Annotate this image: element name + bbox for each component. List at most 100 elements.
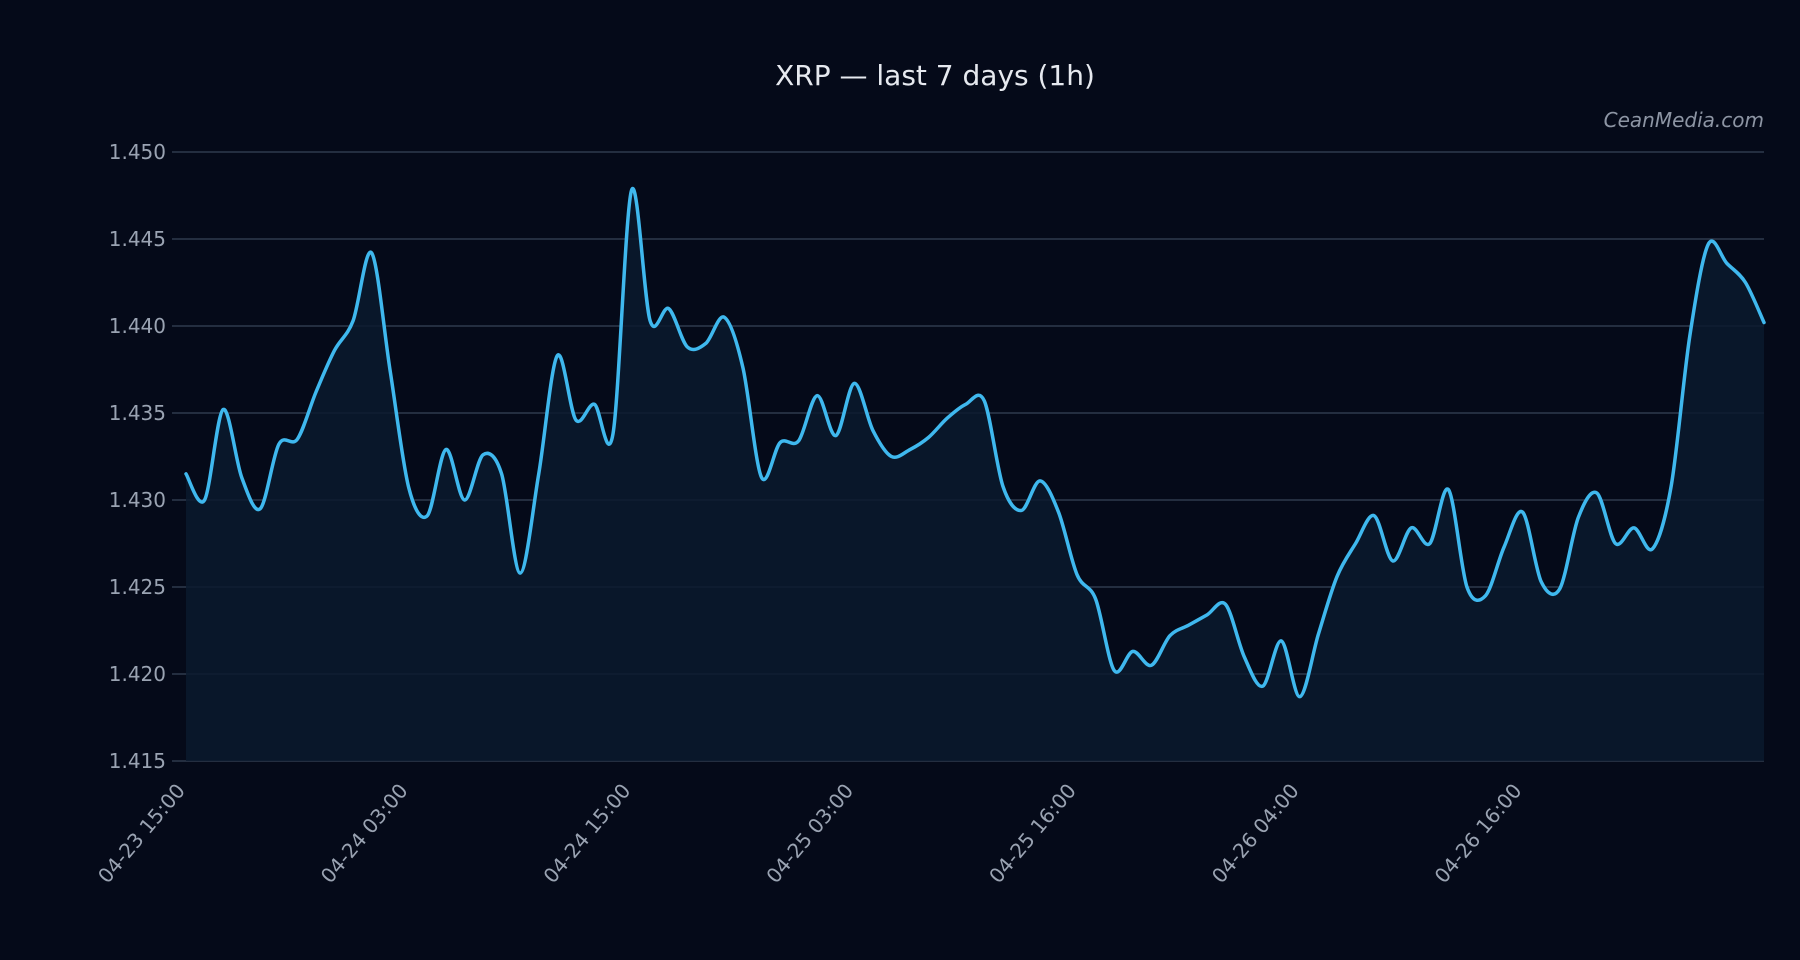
- data-point: [1558, 587, 1562, 591]
- data-point: [927, 435, 931, 439]
- data-point: [314, 390, 318, 394]
- data-point: [1168, 634, 1172, 638]
- y-tick-label: 1.450: [109, 140, 166, 164]
- data-point: [240, 475, 244, 479]
- data-point: [797, 439, 801, 443]
- data-point: [425, 514, 429, 518]
- data-point: [1706, 242, 1710, 246]
- data-point: [630, 188, 634, 192]
- data-point: [1576, 515, 1580, 519]
- data-point: [1057, 510, 1061, 514]
- data-point: [760, 475, 764, 479]
- data-point: [611, 432, 615, 436]
- data-point: [258, 507, 262, 511]
- y-tick-label: 1.445: [109, 227, 166, 251]
- data-point: [1112, 669, 1116, 673]
- price-area-fill: [186, 188, 1764, 761]
- data-point: [704, 341, 708, 345]
- data-point: [203, 498, 207, 502]
- data-point: [407, 486, 411, 490]
- data-point: [1316, 632, 1320, 636]
- y-tick-label: 1.440: [109, 314, 166, 338]
- y-tick-label: 1.420: [109, 662, 166, 686]
- data-point: [889, 455, 893, 459]
- data-point: [574, 418, 578, 422]
- data-point: [1372, 514, 1376, 518]
- data-point: [1651, 547, 1655, 551]
- data-point: [834, 434, 838, 438]
- data-point: [1094, 597, 1098, 601]
- data-point: [1354, 542, 1358, 546]
- data-point: [1539, 580, 1543, 584]
- data-point: [481, 453, 485, 457]
- data-point: [1743, 281, 1747, 285]
- data-point: [184, 472, 188, 476]
- data-point: [1038, 479, 1042, 483]
- data-point: [295, 437, 299, 441]
- data-point: [667, 307, 671, 311]
- data-point: [1725, 261, 1729, 265]
- data-point: [333, 348, 337, 352]
- data-point: [351, 319, 355, 323]
- data-point: [1595, 491, 1599, 495]
- data-point: [815, 394, 819, 398]
- data-point: [1428, 542, 1432, 546]
- data-point: [1502, 545, 1506, 549]
- data-point: [221, 408, 225, 412]
- y-tick-label: 1.435: [109, 401, 166, 425]
- data-point: [1632, 526, 1636, 530]
- chart-title: XRP — last 7 days (1h): [775, 59, 1095, 92]
- data-point: [1446, 488, 1450, 492]
- data-point: [537, 472, 541, 476]
- data-point: [1001, 484, 1005, 488]
- data-point: [778, 441, 782, 445]
- data-point: [1242, 655, 1246, 659]
- data-point: [277, 442, 281, 446]
- data-point: [1613, 542, 1617, 546]
- watermark-text: CeanMedia.com: [1604, 108, 1764, 132]
- data-point: [1688, 334, 1692, 338]
- y-tick-label: 1.425: [109, 575, 166, 599]
- y-tick-label: 1.430: [109, 488, 166, 512]
- data-point: [1669, 484, 1673, 488]
- data-point: [964, 402, 968, 406]
- y-axis-ticks: 1.415 1.420 1.425 1.430 1.435 1.440 1.445 1.450: [109, 140, 166, 773]
- data-point: [741, 366, 745, 370]
- data-point: [462, 498, 466, 502]
- data-point: [1521, 510, 1525, 514]
- data-point: [555, 354, 559, 358]
- data-point: [648, 319, 652, 323]
- data-point: [500, 472, 504, 476]
- data-point: [1335, 575, 1339, 579]
- data-point: [518, 571, 522, 575]
- data-point: [592, 402, 596, 406]
- data-point: [444, 448, 448, 452]
- data-point: [1261, 684, 1265, 688]
- data-point: [1298, 695, 1302, 699]
- data-point: [852, 381, 856, 385]
- data-point: [722, 315, 726, 319]
- price-line-series: [184, 186, 1766, 699]
- data-point: [1131, 649, 1135, 653]
- data-point: [1279, 639, 1283, 643]
- data-point: [908, 448, 912, 452]
- data-point: [388, 369, 392, 373]
- data-point: [1465, 585, 1469, 589]
- data-point: [1205, 613, 1209, 617]
- data-point: [1075, 573, 1079, 577]
- data-point: [982, 399, 986, 403]
- data-point: [1186, 623, 1190, 627]
- data-point: [1149, 663, 1153, 667]
- y-tick-label: 1.415: [109, 749, 166, 773]
- data-point: [685, 345, 689, 349]
- data-point: [1224, 602, 1228, 606]
- data-point: [871, 428, 875, 432]
- data-point: [1484, 594, 1488, 598]
- data-point: [1409, 526, 1413, 530]
- data-point: [1391, 559, 1395, 563]
- data-point: [945, 416, 949, 420]
- data-point: [370, 251, 374, 255]
- data-point: [1019, 508, 1023, 512]
